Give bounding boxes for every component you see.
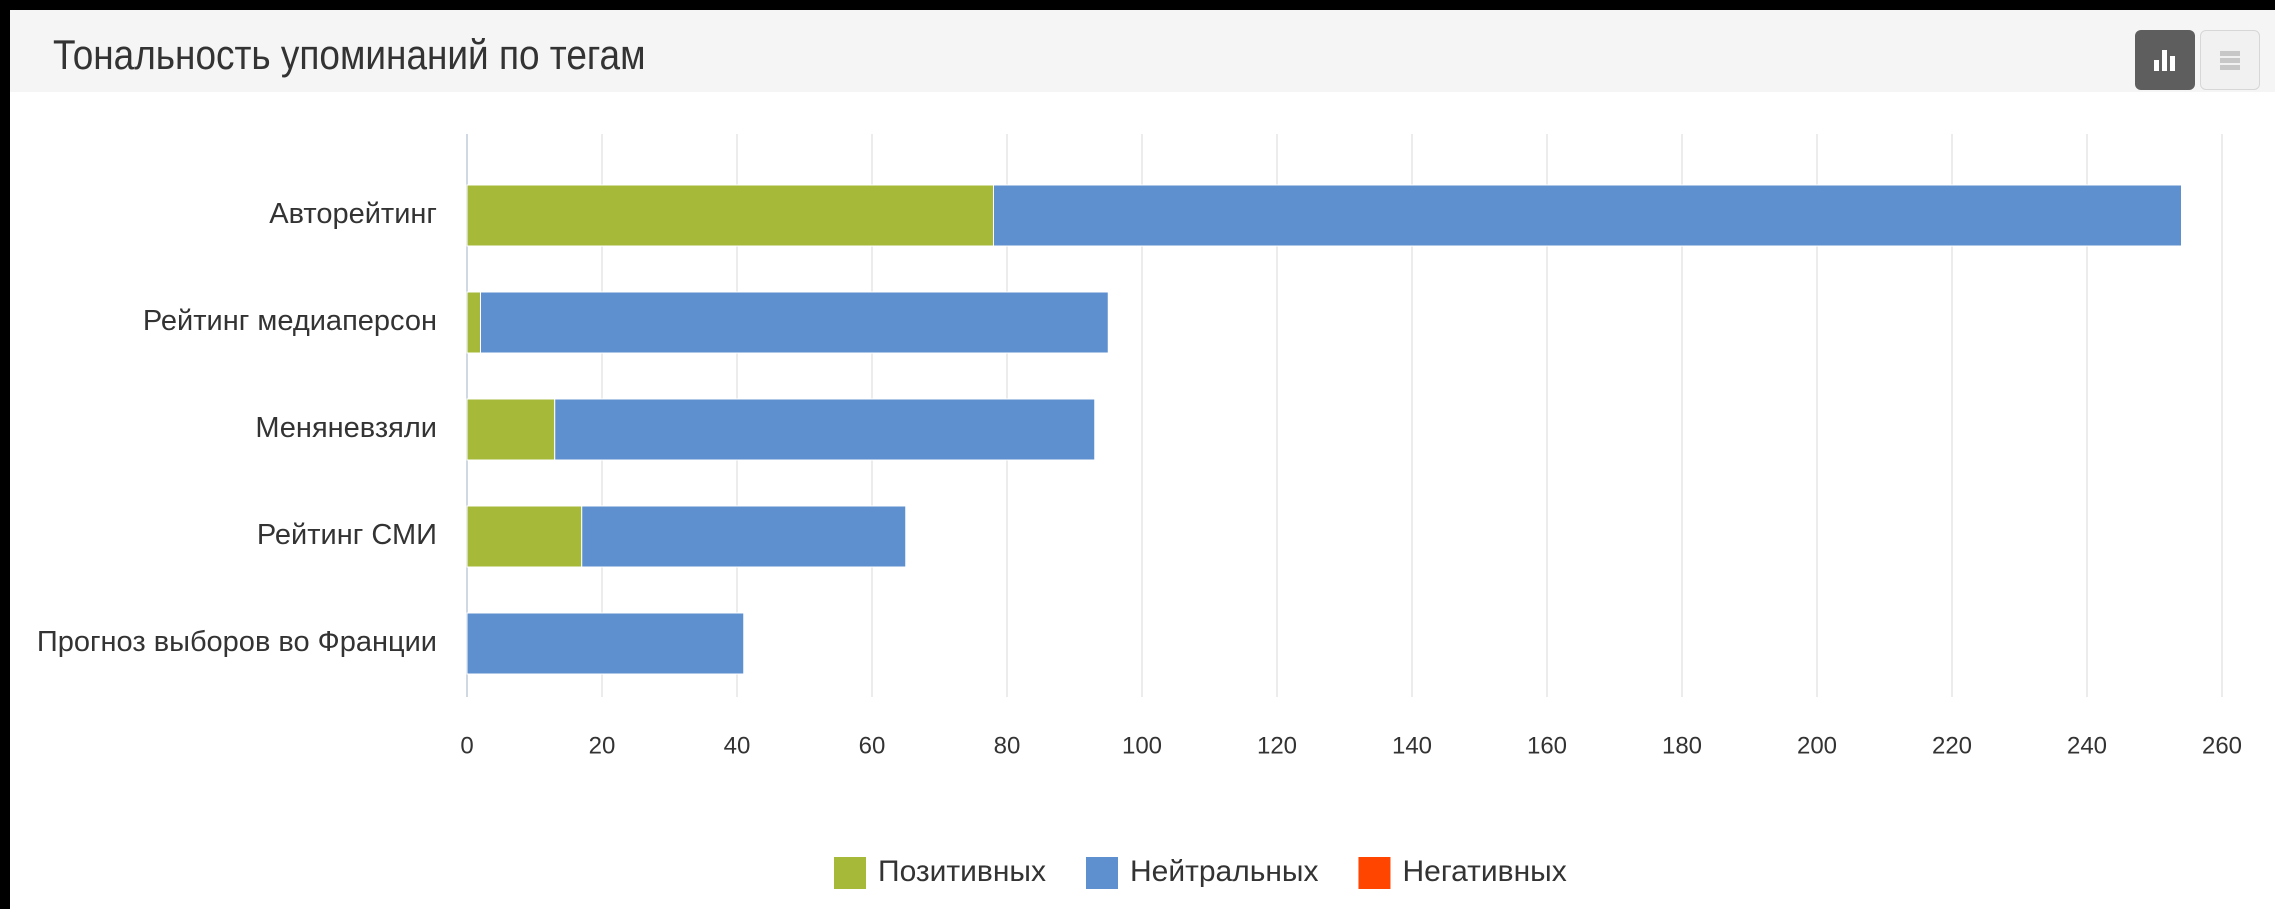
legend-label-2: Негативных [1402,855,1566,888]
x-tick-label-60: 60 [859,732,886,759]
bar-0-series-1[interactable] [993,184,2182,247]
table-icon [2220,51,2240,70]
bar-chart-icon [2154,50,2175,71]
legend: Позитивных Нейтральных Негативных [834,855,1567,889]
chart-panel: Тональность упоминаний по тегам Авторейт… [10,10,2275,909]
x-tick-label-20: 20 [589,732,616,759]
x-tick-label-120: 120 [1257,732,1297,759]
category-label-3: Рейтинг СМИ [257,519,437,551]
category-label-1: Рейтинг медиаперсон [143,305,437,337]
bar-chart-view-button[interactable] [2135,30,2195,90]
legend-swatch-0 [834,857,866,889]
x-tick-label-140: 140 [1392,732,1432,759]
x-tick-label-40: 40 [724,732,751,759]
chart-area: Авторейтинг Рейтинг медиаперсон Меняневзял… [10,92,2275,909]
page-title: Тональность упоминаний по тегам [53,31,646,78]
legend-item-0[interactable]: Позитивных [834,855,1046,889]
x-tick-label-180: 180 [1662,732,1702,759]
x-tick-label-260: 260 [2202,732,2242,759]
legend-swatch-2 [1358,857,1391,889]
category-labels: Авторейтинг Рейтинг медиаперсон Меняневзял… [37,198,437,658]
x-tick-label-200: 200 [1797,732,1837,759]
x-tick-label-240: 240 [2067,732,2107,759]
legend-label-1: Нейтральных [1130,855,1318,888]
category-label-4: Прогноз выборов во Франции [37,626,437,658]
x-tick-label-80: 80 [994,732,1021,759]
bar-2-series-1[interactable] [554,398,1096,461]
category-label-0: Авторейтинг [269,198,437,230]
bar-1-series-0[interactable] [466,291,481,354]
bar-3-series-1[interactable] [581,505,907,568]
legend-item-2[interactable]: Негативных [1358,855,1567,889]
x-tick-label-0: 0 [460,732,473,759]
bar-3-series-0[interactable] [466,505,583,568]
legend-label-0: Позитивных [878,855,1046,888]
category-label-2: Меняневзяли [255,412,437,444]
x-tick-label-160: 160 [1527,732,1567,759]
bar-2-series-0[interactable] [466,398,556,461]
x-tick-label-100: 100 [1122,732,1162,759]
stacked-bar-chart: Авторейтинг Рейтинг медиаперсон Меняневзял… [37,134,2242,889]
table-view-button[interactable] [2200,30,2260,90]
bar-0-series-0[interactable] [466,184,994,247]
bar-4-series-1[interactable] [466,612,745,675]
x-tick-label-220: 220 [1932,732,1972,759]
legend-item-1[interactable]: Нейтральных [1085,855,1318,889]
panel-header: Тональность упоминаний по тегам [10,10,2275,92]
x-axis-tick-labels: 0 20 40 60 80 100 120 140 160 180 200 220 240 260 [460,732,2242,759]
bar-1-series-1[interactable] [480,291,1109,354]
bar-series [466,184,2182,675]
legend-swatch-1 [1085,857,1118,889]
